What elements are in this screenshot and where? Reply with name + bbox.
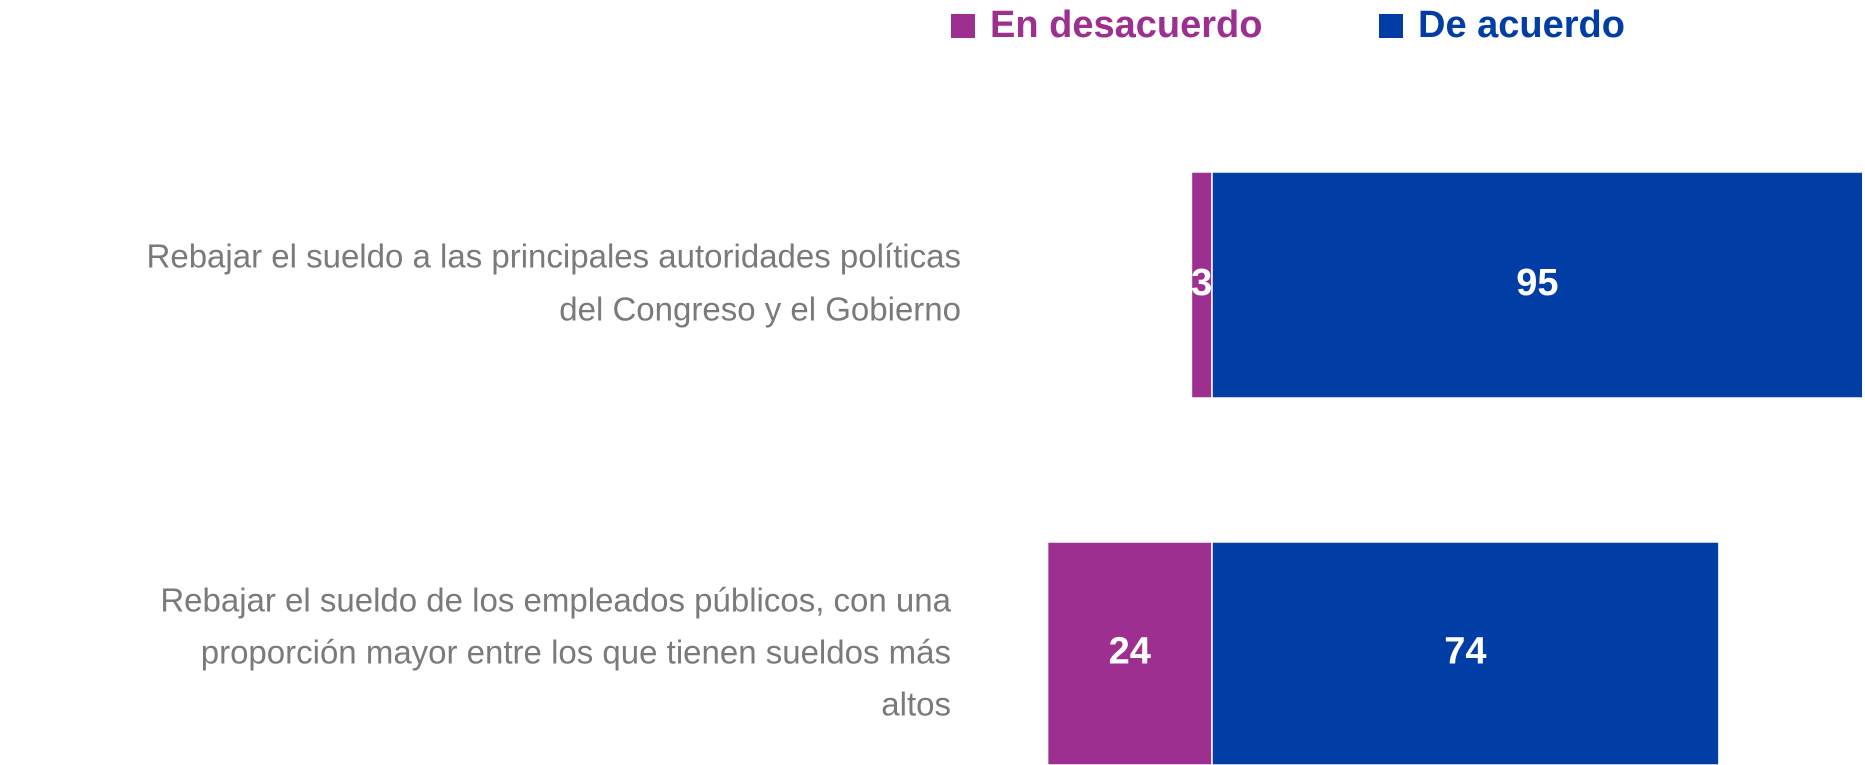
value-label: 3 [1191,262,1212,304]
value-label: 95 [1516,262,1558,304]
legend-label: En desacuerdo [990,4,1262,46]
category-label: Rebajar el sueldo de los empleados públi… [160,582,951,619]
bar-segment [1211,171,1864,399]
legend-label: De acuerdo [1418,4,1625,46]
legend-swatch [951,14,975,38]
bar-segment [1211,541,1720,765]
category-label: altos [881,686,951,723]
value-label: 24 [1109,631,1151,673]
category-label: proporción mayor entre los que tienen su… [201,634,951,671]
value-label: 74 [1444,631,1486,673]
legend-swatch [1379,14,1403,38]
category-label: del Congreso y el Gobierno [559,291,961,328]
category-label: Rebajar el sueldo a las principales auto… [147,238,961,275]
bar-segment [1046,541,1213,765]
